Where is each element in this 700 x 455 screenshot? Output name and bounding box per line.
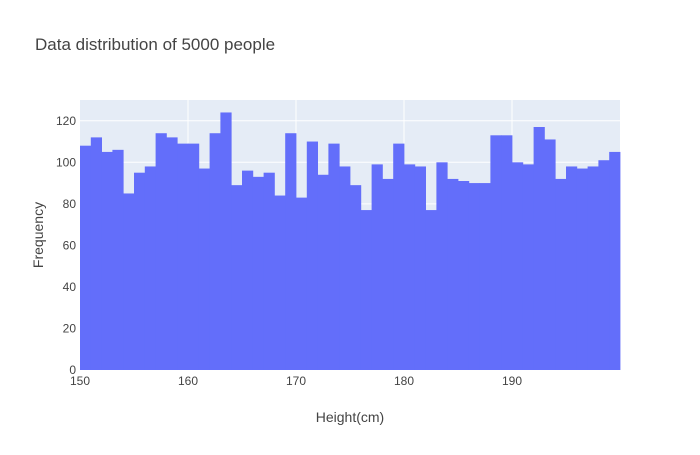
histogram-bar (155, 133, 167, 370)
histogram-bar (274, 195, 286, 370)
x-tick-labels: 150 160 170 180 190 (70, 374, 522, 388)
histogram-bar (90, 137, 102, 370)
histogram-bar (166, 137, 178, 370)
histogram-bar (598, 160, 610, 370)
histogram-bar (317, 174, 329, 370)
histogram-bar (339, 166, 351, 370)
chart-title: Data distribution of 5000 people (35, 35, 275, 54)
y-tick-label: 20 (63, 321, 77, 335)
bars (80, 112, 621, 370)
histogram-bar (436, 162, 448, 370)
histogram-bar (285, 133, 297, 370)
histogram-bar (144, 166, 156, 370)
histogram-bar (458, 181, 470, 370)
histogram-bar (576, 168, 588, 370)
y-tick-labels: 0 20 40 60 80 100 120 (56, 114, 76, 377)
histogram-bar (263, 172, 275, 370)
histogram-bar (501, 135, 513, 370)
x-tick-label: 150 (70, 374, 90, 388)
histogram-bar (414, 166, 426, 370)
histogram-bar (328, 143, 340, 370)
histogram-bar (231, 185, 243, 370)
y-axis-label: Frequency (30, 202, 46, 268)
histogram-bar (306, 141, 318, 370)
histogram-bar (555, 178, 567, 370)
histogram-bar (468, 183, 480, 370)
x-tick-label: 180 (394, 374, 414, 388)
histogram-bar (198, 168, 210, 370)
histogram-bar (479, 183, 491, 370)
y-tick-label: 40 (63, 280, 77, 294)
histogram-bar (134, 172, 146, 370)
x-tick-label: 160 (178, 374, 198, 388)
y-tick-label: 0 (69, 363, 76, 377)
y-tick-label: 80 (63, 197, 77, 211)
histogram-bar (609, 151, 621, 370)
histogram-bar (209, 133, 221, 370)
x-axis-label: Height(cm) (316, 409, 384, 425)
histogram-bar (490, 135, 502, 370)
histogram-bar (112, 149, 124, 370)
histogram-bar (296, 197, 308, 370)
histogram-bar (101, 151, 113, 370)
histogram-bar (220, 112, 232, 370)
histogram-bar (242, 170, 254, 370)
histogram-bar (425, 210, 437, 370)
histogram-bar (544, 139, 556, 370)
y-tick-label: 120 (56, 114, 76, 128)
histogram-bar (587, 166, 599, 370)
histogram-bar (371, 164, 383, 370)
y-tick-label: 60 (63, 238, 77, 252)
histogram-bar (382, 178, 394, 370)
histogram-bar (252, 176, 264, 370)
x-tick-label: 170 (286, 374, 306, 388)
x-tick-label: 190 (502, 374, 522, 388)
histogram-bar (393, 143, 405, 370)
histogram-bar (188, 143, 200, 370)
histogram-bar (566, 166, 578, 370)
histogram-bar (123, 193, 135, 370)
histogram-bar (522, 164, 534, 370)
histogram-bar (350, 185, 362, 370)
histogram-bar (80, 145, 92, 370)
histogram-bar (404, 164, 416, 370)
histogram-bar (360, 210, 372, 370)
histogram-bar (533, 127, 545, 370)
histogram-bar (447, 178, 459, 370)
y-tick-label: 100 (56, 155, 76, 169)
histogram-bar (177, 143, 189, 370)
histogram-bar (512, 162, 524, 370)
